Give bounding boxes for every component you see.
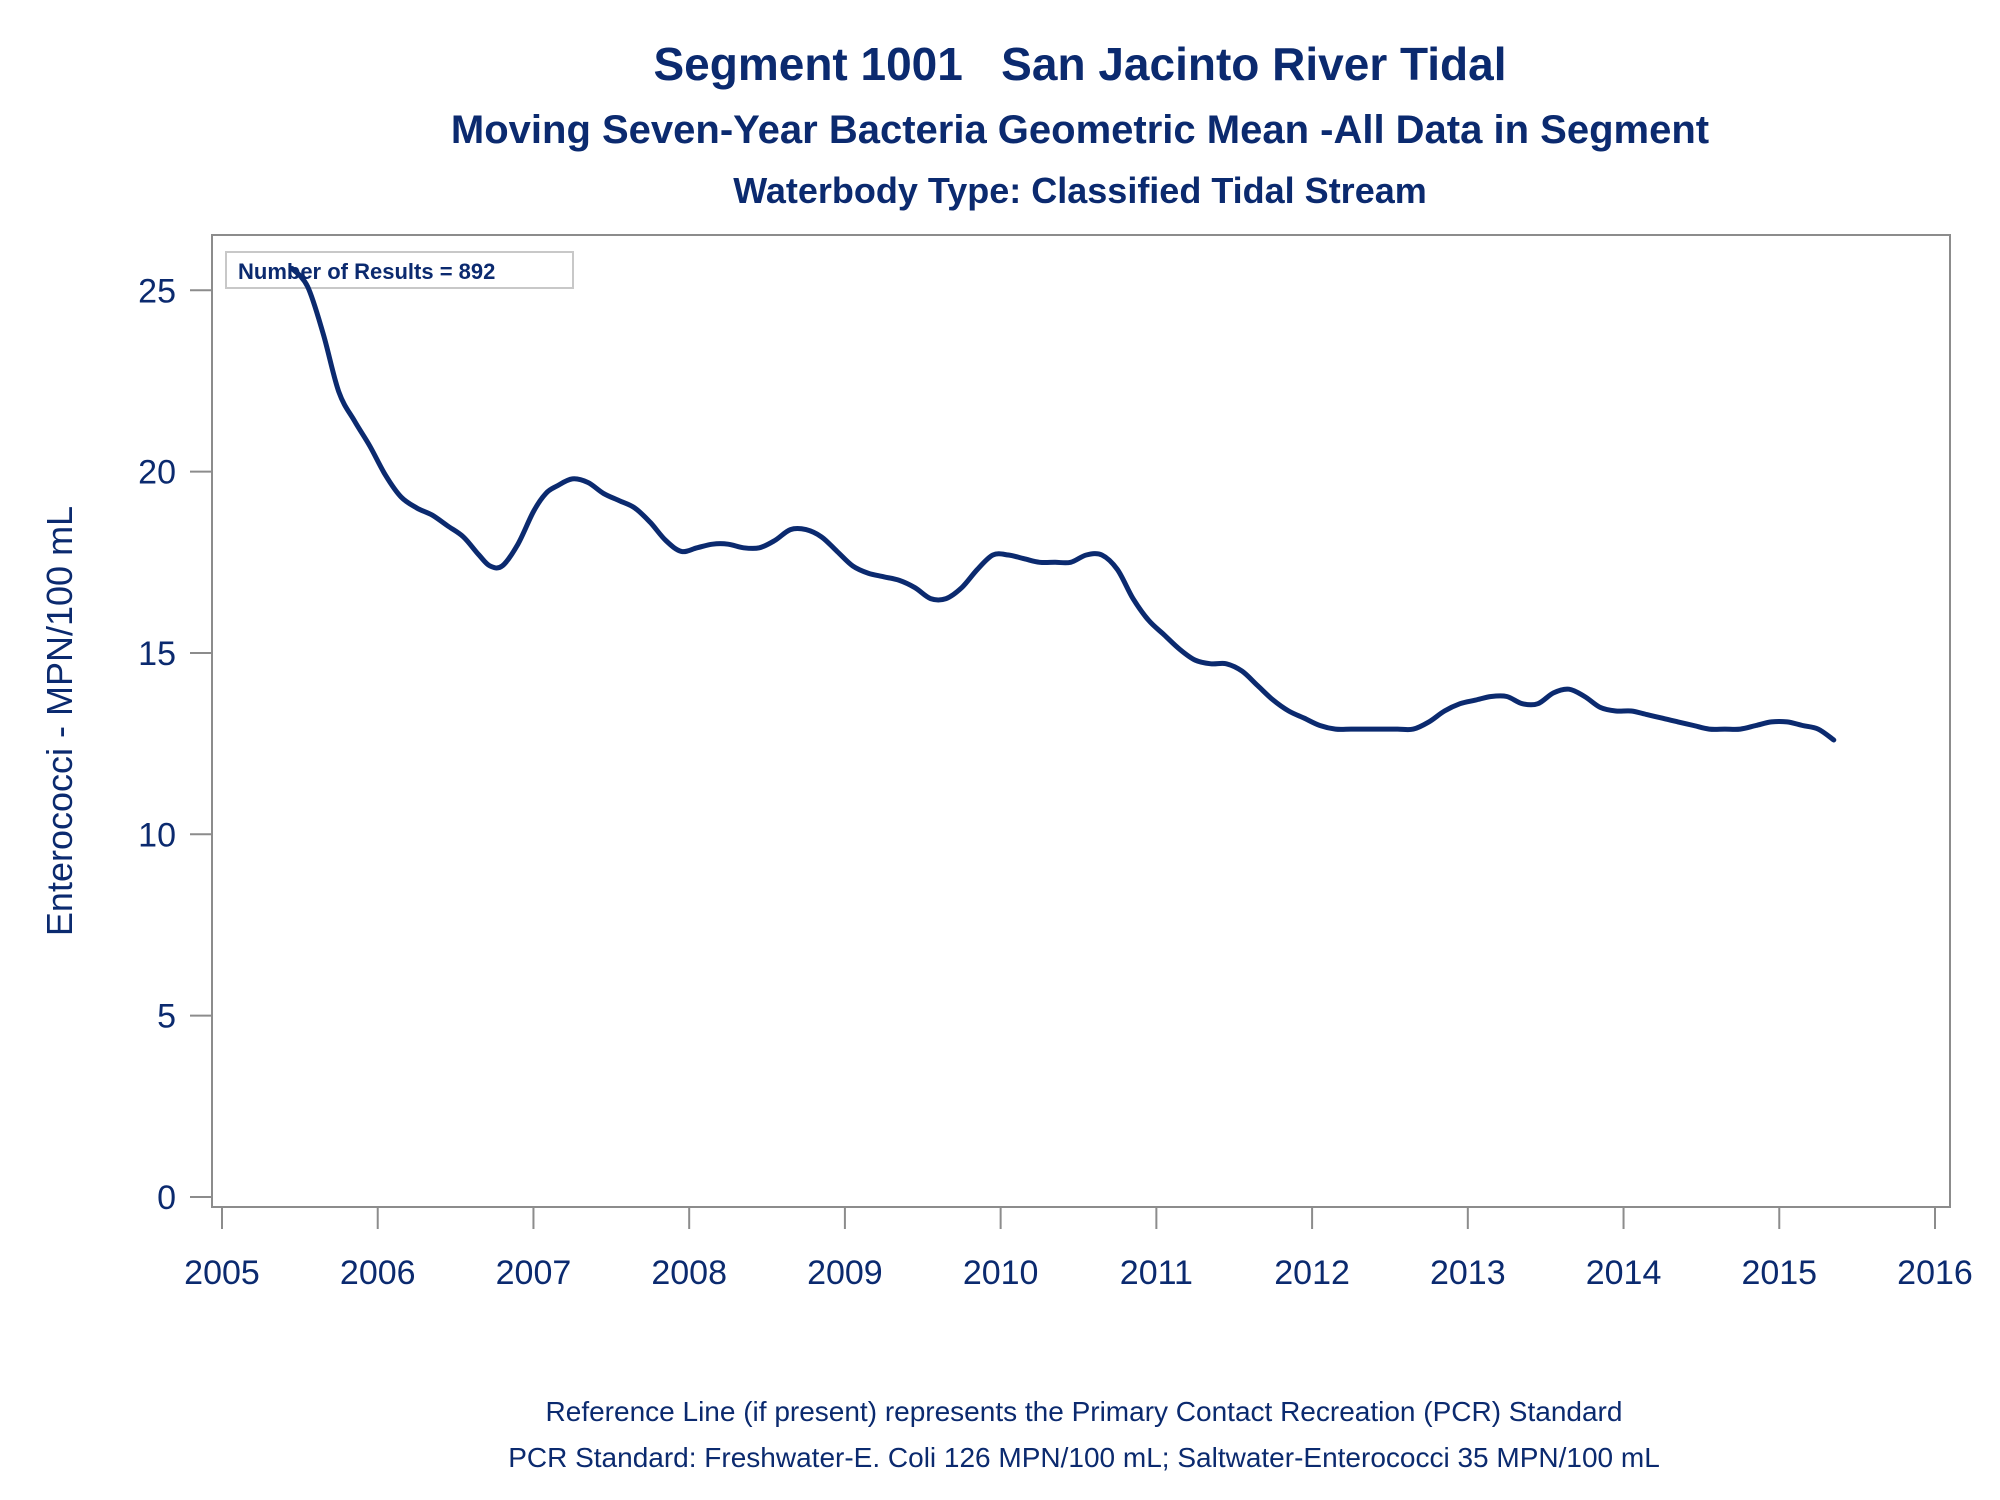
y-tick-label: 0 <box>157 1179 176 1217</box>
y-axis: 0 5 10 15 20 25 <box>138 272 212 1217</box>
annotation-box: Number of Results = 892 <box>225 251 574 289</box>
x-tick-label: 2015 <box>1741 1254 1817 1292</box>
x-tick-label: 2010 <box>963 1254 1039 1292</box>
x-tick-label: 2016 <box>1897 1254 1973 1292</box>
y-tick-label: 5 <box>157 998 176 1036</box>
x-axis: 2005 2006 2007 2008 2009 2010 2011 2012 2013 2014… <box>184 1207 1973 1292</box>
x-tick-label: 2014 <box>1586 1254 1662 1292</box>
chart-subtitle: Moving Seven-Year Bacteria Geometric Mea… <box>451 108 1709 152</box>
chart-title: Segment 1001 San Jacinto River Tidal <box>653 38 1506 90</box>
footnote-2: PCR Standard: Freshwater-E. Coli 126 MPN… <box>508 1442 1660 1473</box>
x-tick-label: 2007 <box>496 1254 572 1292</box>
x-tick-label: 2008 <box>651 1254 727 1292</box>
x-tick-label: 2005 <box>184 1254 260 1292</box>
plot-frame <box>211 234 1951 1208</box>
footnote-1: Reference Line (if present) represents t… <box>546 1396 1623 1427</box>
y-tick-label: 20 <box>138 454 176 492</box>
y-tick-label: 15 <box>138 635 176 673</box>
y-axis-label: Enterococci - MPN/100 mL <box>39 506 80 936</box>
series-line-0 <box>289 266 1837 743</box>
series-layer <box>289 266 1837 743</box>
x-tick-label: 2012 <box>1274 1254 1350 1292</box>
chart-subtitle-2: Waterbody Type: Classified Tidal Stream <box>733 170 1427 211</box>
x-tick-label: 2006 <box>340 1254 416 1292</box>
x-tick-label: 2013 <box>1430 1254 1506 1292</box>
y-tick-label: 25 <box>138 272 176 310</box>
annotation-frame <box>225 251 574 289</box>
x-tick-label: 2009 <box>807 1254 883 1292</box>
annotation-text: Number of Results = 892 <box>238 259 495 284</box>
y-tick-label: 10 <box>138 816 176 854</box>
x-tick-label: 2011 <box>1120 1254 1193 1292</box>
